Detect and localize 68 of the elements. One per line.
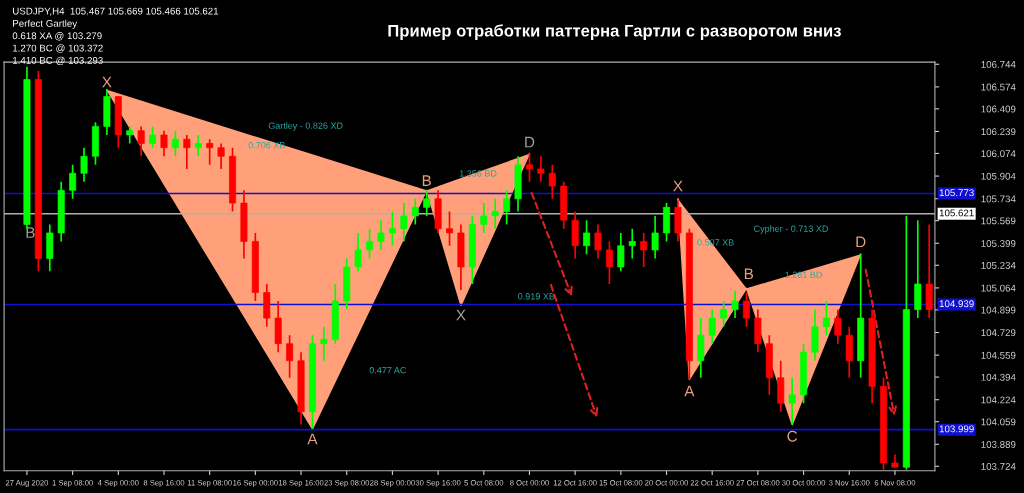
y-tick-label: 106.409 [981,105,1016,113]
y-tick-label: 106.574 [981,83,1016,91]
annotation: B [744,268,754,280]
annotation: B [422,175,431,186]
y-tick-label: 104.899 [981,306,1016,314]
candlestick [525,152,533,183]
candlestick [651,215,659,260]
ref-line-label: 103.999 [939,425,974,433]
y-tick-label: 104.059 [981,418,1016,426]
annotation: A [684,385,695,397]
candlestick [822,300,830,336]
candlestick [891,453,899,469]
y-tick-label: 105.064 [981,284,1016,292]
text: 1.270 BC @ 103.372 [13,44,103,53]
text: 0.618 XA @ 103.279 [12,32,102,41]
candlestick [217,142,225,170]
text: USDJPY,H4 105.467 105.669 105.466 105.621 [13,7,219,16]
candlestick [354,232,362,273]
annotation: X [102,76,112,88]
y-tick-label: 104.729 [981,329,1016,337]
annotation: Gartley - 0.826 XD [268,122,343,131]
candlestick [834,308,842,345]
candlestick [411,198,419,226]
candlestick [742,291,750,328]
y-tick-label: 105.399 [981,240,1016,247]
y-tick-label: 103.724 [981,463,1016,470]
annotation: D [856,236,866,248]
candlestick [126,125,134,145]
candlestick [720,300,728,328]
annotation: A [307,433,318,445]
candlestick [537,155,545,183]
candlestick [149,125,157,149]
text: Perfect Gartley [13,19,78,29]
annotation: 1.410 BC @ 103.293 [13,56,103,66]
ref-line-label: 104.939 [939,300,974,308]
candlestick [491,198,499,230]
y-tick-label: 104.224 [981,396,1016,404]
y-tick-label: 103.889 [981,441,1016,448]
candlestick [480,202,488,234]
annotation: Cypher - 0.713 XD [754,225,828,234]
candlestick [731,289,739,319]
candlestick [708,308,716,345]
ref-line-label: 105.773 [939,189,974,197]
y-tick-label: 106.239 [981,128,1016,136]
annotation: 0.477 AC [369,367,407,374]
y-tick-label: 105.569 [981,217,1016,225]
y-tick-label: 104.559 [981,351,1016,359]
candlestick [388,210,396,247]
candlestick [594,223,602,260]
annotation: X [673,180,683,192]
ref-line-label: 105.621 [939,209,974,217]
annotation: D [525,136,535,148]
candlestick [446,210,454,247]
candlestick [617,232,625,273]
y-tick-label: 105.904 [981,172,1016,180]
annotation: C [787,430,798,442]
candlestick [788,376,796,426]
annotation: X [456,309,466,321]
chart-title: Пример отработки паттерна Гартли с разворотом вниз [388,24,841,40]
y-tick-label: 105.734 [981,195,1016,203]
y-tick-label: 106.074 [981,150,1016,158]
y-tick-label: 105.234 [981,262,1016,269]
y-tick-label: 106.744 [981,60,1016,68]
candlestick [377,219,385,251]
candlestick [605,240,613,285]
y-tick-label: 104.394 [981,373,1016,381]
candlestick [366,227,374,260]
annotation: B [26,227,35,238]
